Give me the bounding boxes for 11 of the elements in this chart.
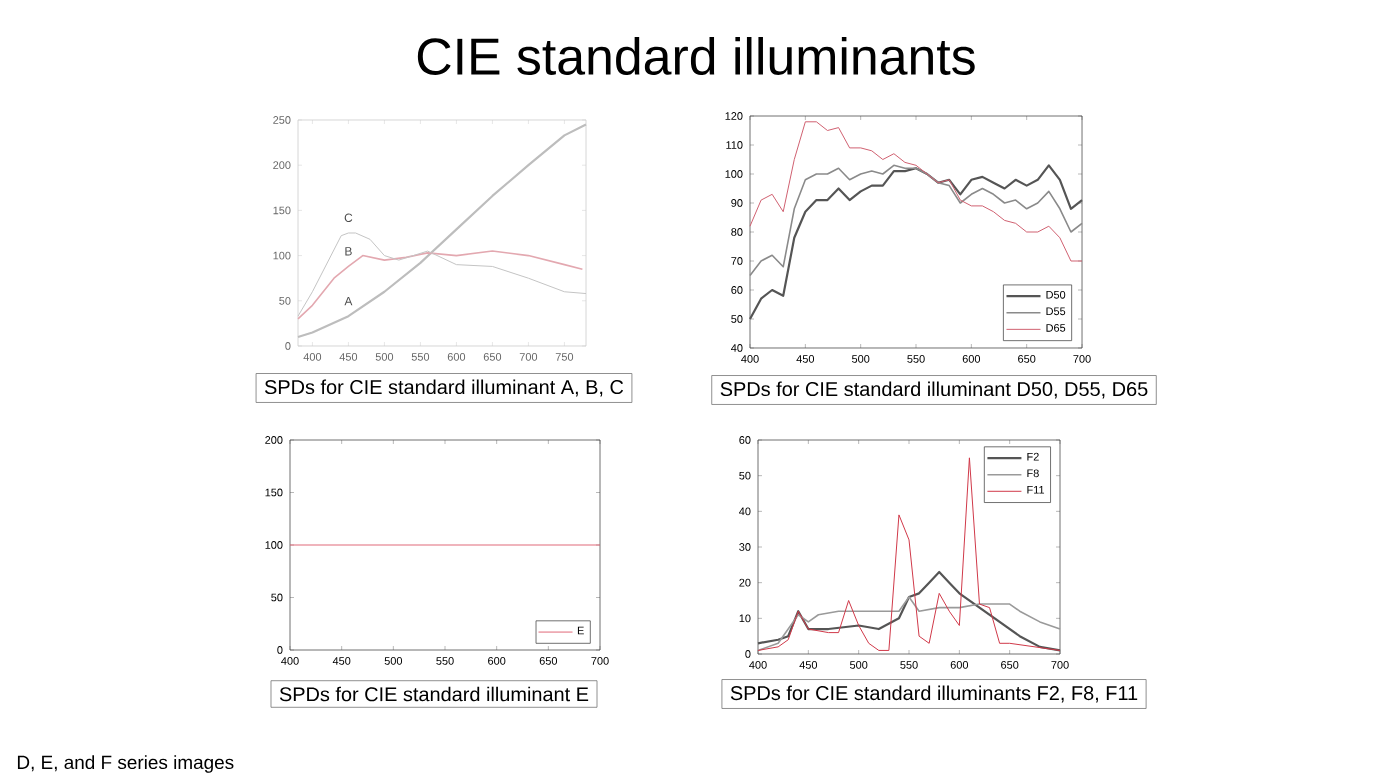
line-series [749,121,1083,262]
text: D, E, and F series images [17,755,234,773]
line-series [757,457,1061,651]
line-series [297,250,584,320]
text: SPDs for CIE standard illuminants F2, F8, F11 [730,685,1138,703]
text: CIE standard illuminants [417,36,975,76]
text: SPDs for CIE standard illuminant E [279,686,589,702]
text: SPDs for CIE standard illuminant A, B, C [264,379,624,397]
line-series [296,123,588,339]
line-series [749,164,1083,277]
text: SPDs for CIE standard illuminant D50, D55, D65 [720,381,1148,399]
